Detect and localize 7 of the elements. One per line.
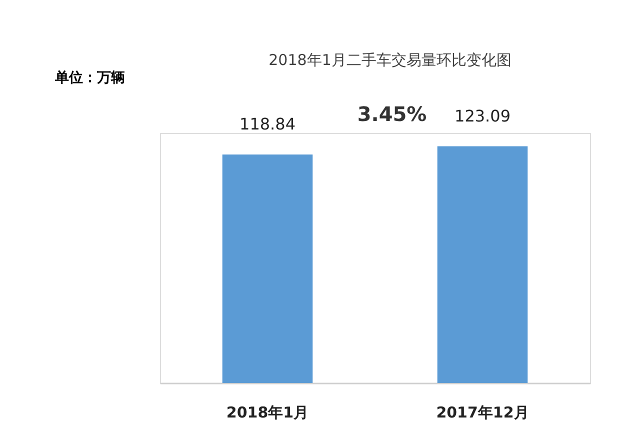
text: 3.45% (357, 102, 427, 126)
chart-title: 2018年1月二手车交易量环比变化图 (268, 51, 512, 69)
x-tick-label: 2018年1月 (226, 404, 309, 422)
x-tick-label: 2017年12月 (436, 404, 529, 422)
data-label: 123.09 (454, 106, 510, 126)
data-label: 118.84 (240, 114, 296, 134)
text: 单位：万辆 (54, 70, 125, 86)
